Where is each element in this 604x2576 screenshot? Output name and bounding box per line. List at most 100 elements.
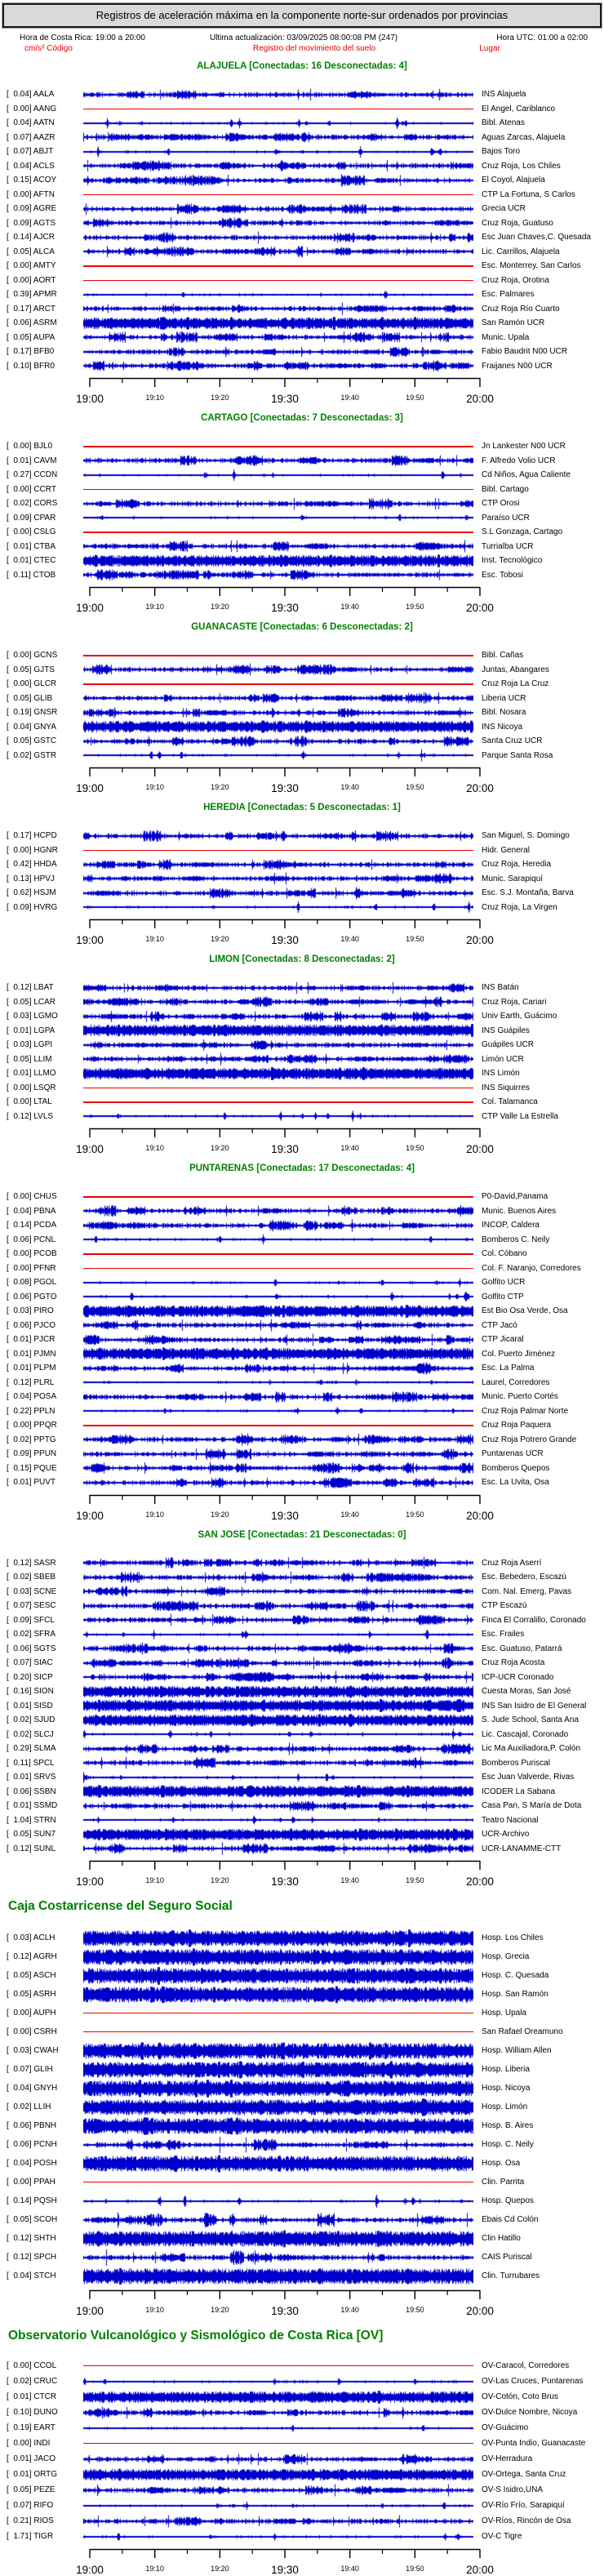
trace-row: [ 0.04] AALA INS Alajuela — [0, 87, 604, 102]
waveform-canvas — [83, 1627, 473, 1641]
station-place-label: ICP-UCR Coronado — [482, 1672, 554, 1682]
waveform-canvas — [83, 1966, 473, 1985]
waveform-canvas — [83, 1947, 473, 1966]
station-max-label: [ 0.12] LBAT — [7, 983, 54, 993]
station-place-label: OV-Herradura — [482, 2454, 533, 2463]
waveform-canvas — [83, 2374, 473, 2388]
station-max-label: [ 0.00] CCRT — [7, 484, 56, 494]
station-max-label: [ 0.00] HGNR — [7, 845, 58, 855]
station-place-label: El Coyol, Alajuela — [482, 176, 545, 185]
station-place-label: F. Alfredo Volio UCR — [482, 456, 556, 465]
trace-row: [ 0.14] PQSH Hosp. Quepos — [0, 2191, 604, 2210]
station-max-label: [ 0.01] SRVS — [7, 1773, 56, 1782]
trace-row: [ 0.00] CSRH San Rafael Oreamuno — [0, 2022, 604, 2041]
trace-row: [ 0.00] CCOL OV-Caracol, Corredores — [0, 2358, 604, 2374]
waveform-canvas — [83, 1671, 473, 1684]
waveform-trace — [83, 1713, 473, 1727]
trace-row: [ 0.42] HHDA Cruz Roja, Heredia — [0, 857, 604, 872]
waveform-trace — [83, 1304, 473, 1318]
waveform-trace — [83, 1556, 473, 1570]
waveform-canvas — [83, 2154, 473, 2173]
waveform-canvas — [83, 1742, 473, 1755]
waveform-canvas — [83, 1304, 473, 1318]
waveform-canvas — [83, 2116, 473, 2135]
section-header: CARTAGO [Conectadas: 7 Desconectadas: 3] — [201, 413, 403, 423]
waveform-canvas — [83, 1024, 473, 1038]
waveform-trace — [83, 1585, 473, 1599]
waveform-canvas — [83, 496, 473, 510]
trace-row: [ 0.03] ACLH Hosp. Los Chiles — [0, 1929, 604, 1947]
last-update-label: Ultima actualización: 03/09/2025 08:00:0… — [209, 33, 398, 42]
station-place-label: Clin Hatillo — [482, 2234, 521, 2243]
station-max-label: [ 0.05] ALCA — [7, 247, 55, 256]
station-max-label: [ 0.00] BJL0 — [7, 442, 53, 452]
waveform-trace — [83, 1799, 473, 1813]
section-rows: [ 0.00] CCOL OV-Caracol, Corredores [ 0.… — [0, 2358, 604, 2544]
waveform-trace — [83, 1066, 473, 1080]
waveform-trace — [83, 2467, 473, 2481]
station-section: LIMON [Conectadas: 8 Desconectadas: 2] [… — [0, 954, 604, 1155]
svg-text:19:20: 19:20 — [211, 783, 229, 791]
svg-text:20:00: 20:00 — [466, 602, 494, 614]
waveform-canvas — [83, 2210, 473, 2229]
station-max-label: [ 0.09] CPAR — [7, 513, 56, 523]
time-axis: 19:00 19:10 19:20 19:30 19:40 19:50 20:00 — [0, 919, 604, 946]
waveform-canvas — [83, 692, 473, 705]
station-place-label: Esc. Bebedero, Escazú — [482, 1573, 566, 1582]
svg-text:19:20: 19:20 — [211, 603, 229, 611]
waveform-trace — [83, 1275, 473, 1289]
disconnected-flatline — [83, 683, 473, 685]
station-place-label: Esc. Palmares — [482, 290, 535, 300]
station-max-label: [ 0.07] SESC — [7, 1601, 56, 1611]
svg-text:19:10: 19:10 — [145, 1510, 164, 1519]
waveform-canvas — [83, 663, 473, 677]
station-max-label: [ 0.02] GSTR — [7, 750, 57, 760]
waveform-canvas — [83, 1347, 473, 1361]
section-header: GUANACASTE [Conectadas: 6 Desconectadas:… — [191, 622, 413, 632]
station-place-label: Finca El Corralillo, Coronado — [482, 1615, 586, 1625]
waveform-canvas — [83, 995, 473, 1009]
station-place-label: CTP Jacó — [482, 1320, 517, 1330]
waveform-canvas — [83, 872, 473, 886]
trace-row: [ 0.00] PCOB Col. Cóbano — [0, 1247, 604, 1261]
station-place-label: Bibl. Cartago — [482, 484, 529, 494]
waveform-canvas — [83, 1756, 473, 1770]
station-place-label: Hosp. San Ramón — [482, 1990, 548, 1999]
waveform-trace — [83, 1390, 473, 1404]
trace-row: [ 0.05] GSTC Santa Cruz UCR — [0, 734, 604, 749]
waveform-canvas — [83, 230, 473, 244]
station-max-label: [ 0.00] AORT — [7, 275, 56, 285]
station-place-label: Cruz Roja La Cruz — [482, 679, 549, 689]
waveform-canvas — [83, 1570, 473, 1584]
section-rows: [ 0.04] AALA INS Alajuela [ 0.00] AANG E… — [0, 87, 604, 373]
station-place-label: Fabio Baudrit N00 UCR — [482, 347, 568, 357]
station-max-label: [ 1.04] STRN — [7, 1815, 56, 1825]
trace-row: [ 0.00] AORT Cruz Roja, Orotina — [0, 274, 604, 288]
waveform-trace — [83, 1052, 473, 1066]
section-rows: [ 0.03] ACLH Hosp. Los Chiles [ 0.12] AG… — [0, 1929, 604, 2285]
waveform-canvas — [83, 2467, 473, 2481]
station-max-label: [ 0.02] SBEB — [7, 1573, 56, 1582]
waveform-canvas — [83, 2060, 473, 2079]
column-legend: cm/s² Código Registro del movimiento del… — [0, 44, 604, 53]
waveform-trace — [83, 2041, 473, 2060]
section-rows: [ 0.17] HCPD San Miguel, S. Domingo [ 0.… — [0, 829, 604, 914]
station-max-label: [ 0.01] LGPA — [7, 1026, 56, 1035]
trace-row: [ 0.17] ARCT Cruz Roja Río Cuarto — [0, 302, 604, 317]
trace-row: [ 0.12] AGRH Hosp. Grecia — [0, 1947, 604, 1966]
station-max-label: [ 0.06] SGTS — [7, 1644, 56, 1653]
waveform-trace — [83, 1233, 473, 1247]
waveform-canvas — [83, 1319, 473, 1332]
trace-row: [ 0.04] STCH Clin. Turrubares — [0, 2267, 604, 2285]
station-place-label: Golfito UCR — [482, 1278, 526, 1288]
waveform-trace — [83, 2529, 473, 2543]
station-place-label: OV-Las Cruces, Puntarenas — [482, 2377, 584, 2386]
waveform-canvas — [83, 1799, 473, 1813]
waveform-trace — [83, 655, 473, 656]
trace-row: [ 0.07] ABJT Bajos Toro — [0, 145, 604, 159]
trace-row: [ 0.12] SHTH Clin Hatillo — [0, 2229, 604, 2248]
waveform-canvas — [83, 1985, 473, 2004]
trace-row: [ 0.07] SIAC Cruz Roja Acosta — [0, 1656, 604, 1671]
waveform-canvas — [83, 2135, 473, 2154]
station-max-label: [ 0.15] PQUE — [7, 1463, 57, 1473]
